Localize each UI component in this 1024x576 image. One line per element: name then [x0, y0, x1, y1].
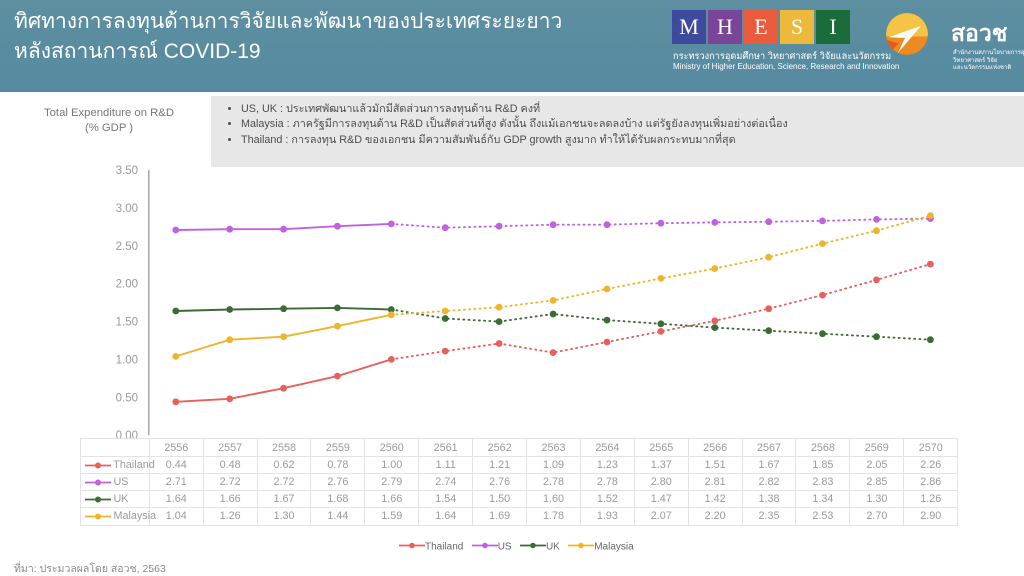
svg-text:0.50: 0.50: [116, 392, 138, 404]
svg-text:3.00: 3.00: [116, 203, 138, 215]
svg-text:1.50: 1.50: [116, 317, 138, 329]
svg-text:2.00: 2.00: [116, 279, 138, 291]
svg-text:1.00: 1.00: [116, 354, 138, 366]
svg-text:2.50: 2.50: [116, 241, 138, 253]
svg-text:3.50: 3.50: [116, 165, 138, 177]
